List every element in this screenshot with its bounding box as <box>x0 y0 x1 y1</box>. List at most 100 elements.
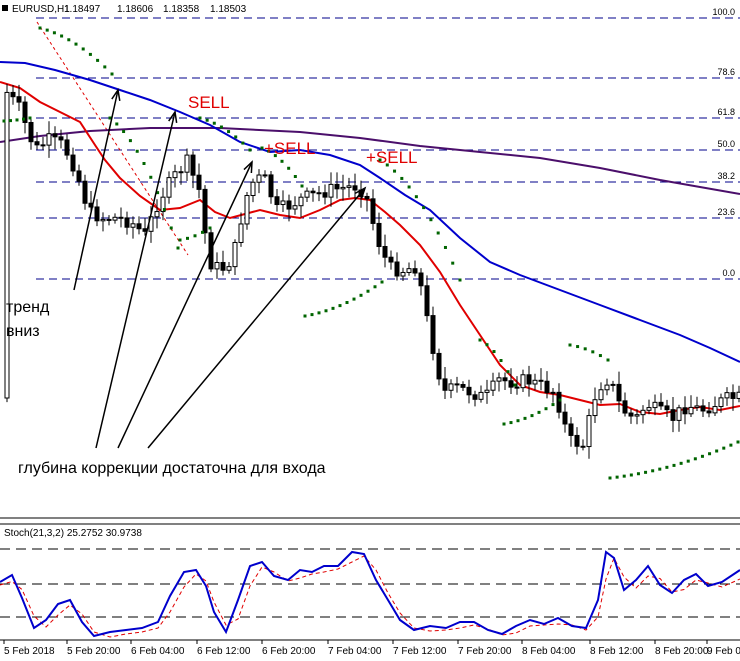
candle-body <box>340 186 346 190</box>
fib-level-label: 78.6 <box>717 67 735 77</box>
sar-dot <box>672 463 676 467</box>
sar-dot <box>96 58 100 62</box>
sar-dot <box>345 301 349 305</box>
sar-dot <box>385 163 389 167</box>
sar-dot <box>2 119 6 123</box>
x-tick-label: 8 Feb 04:00 <box>522 646 576 657</box>
candle-body <box>550 391 556 394</box>
sar-dot <box>651 469 655 473</box>
sar-dot <box>186 236 189 240</box>
sar-dot <box>135 149 139 153</box>
sar-dot <box>176 246 180 250</box>
fib-level-label: 23.6 <box>717 207 735 217</box>
sar-dot <box>88 52 92 56</box>
ohlc-value: 1.18497 <box>64 4 101 15</box>
candle-body <box>40 144 46 147</box>
candle-body <box>136 223 142 230</box>
candle-body <box>658 401 664 407</box>
sar-dot <box>499 359 503 363</box>
candle-body <box>220 261 226 271</box>
candle-body <box>532 379 538 385</box>
x-tick-label: 8 Feb 20:00 <box>655 646 709 657</box>
x-tick-label: 5 Feb 20:00 <box>67 646 121 657</box>
candle-body <box>130 223 136 228</box>
sar-dot <box>583 347 587 351</box>
candle-body <box>406 268 412 273</box>
candle-body <box>166 177 172 198</box>
sar-dot <box>502 422 506 426</box>
candle-body <box>244 195 250 225</box>
sar-dot <box>478 338 482 342</box>
arrow-correction-3 <box>147 187 366 449</box>
arrow-correction-1-head <box>168 110 178 123</box>
sar-dot <box>110 72 114 76</box>
ohlc-value: 1.18358 <box>163 4 200 15</box>
sar-dot <box>205 118 209 122</box>
candle-body <box>400 271 406 277</box>
candle-body <box>346 185 352 188</box>
sar-dot <box>352 297 356 301</box>
sar-dot <box>492 350 496 354</box>
sar-dot <box>715 449 719 453</box>
sar-dot <box>506 370 510 374</box>
candle-body <box>562 411 568 425</box>
candle-body <box>16 96 22 103</box>
sar-dot <box>544 407 548 411</box>
candle-body <box>388 256 394 263</box>
sar-dot <box>606 358 610 362</box>
candle-body <box>196 174 202 190</box>
sar-dot <box>22 117 25 121</box>
sar-dot <box>722 446 726 450</box>
candle-body <box>538 379 544 382</box>
fib-level-label: 38.2 <box>717 171 735 181</box>
sar-dot <box>429 218 433 222</box>
candle-body <box>724 392 730 399</box>
sar-dot <box>324 309 328 313</box>
fib-diagonal-line <box>36 21 189 256</box>
sar-dot <box>513 383 517 387</box>
candle-body <box>586 415 592 448</box>
arrow-trend <box>73 89 119 291</box>
candle-body <box>304 190 310 198</box>
arrow-correction-2-head <box>243 160 253 174</box>
sar-dot <box>622 474 626 478</box>
x-tick-label: 5 Feb 2018 <box>4 646 55 657</box>
candle-body <box>502 377 508 382</box>
sar-dot <box>287 166 291 170</box>
sar-dot <box>598 354 602 358</box>
sar-dot <box>458 278 462 282</box>
sar-dot <box>198 116 202 120</box>
sar-dot <box>407 185 411 189</box>
candle-body <box>424 285 430 317</box>
candle-body <box>184 154 190 173</box>
candle-body <box>100 218 106 222</box>
candle-body <box>652 401 658 409</box>
candle-body <box>544 380 550 394</box>
candle-body <box>310 190 316 194</box>
sar-dot <box>9 119 12 123</box>
sar-dot <box>128 139 132 143</box>
sar-dot <box>142 162 146 165</box>
candle-body <box>580 445 586 448</box>
candle-body <box>10 91 16 98</box>
ohlc-value: 1.18606 <box>117 4 154 15</box>
x-axis: 5 Feb 2018 5 Feb 20:00 6 Feb 04:00 6 Feb 12… <box>3 640 740 657</box>
candle-body <box>688 406 694 415</box>
sar-dot <box>568 343 572 347</box>
sar-dot <box>74 42 78 46</box>
sar-dot <box>378 158 382 162</box>
sar-dot <box>193 234 197 238</box>
stoch-title: Stoch(21,3,2) 25.2752 30.9738 <box>4 528 142 539</box>
sar-dot <box>300 184 304 188</box>
chart-header: EURUSD,H11.18497 1.18606 1.18358 1.18503 <box>2 4 247 15</box>
sar-dot <box>414 195 418 199</box>
sar-dot <box>516 419 520 423</box>
candle-body <box>46 133 52 146</box>
candle-body <box>640 409 646 416</box>
sar-dot <box>608 476 612 480</box>
fib-level-label: 100.0 <box>712 7 735 17</box>
sar-dot <box>658 467 662 471</box>
candle-body <box>82 180 88 204</box>
candle-body <box>676 407 682 421</box>
